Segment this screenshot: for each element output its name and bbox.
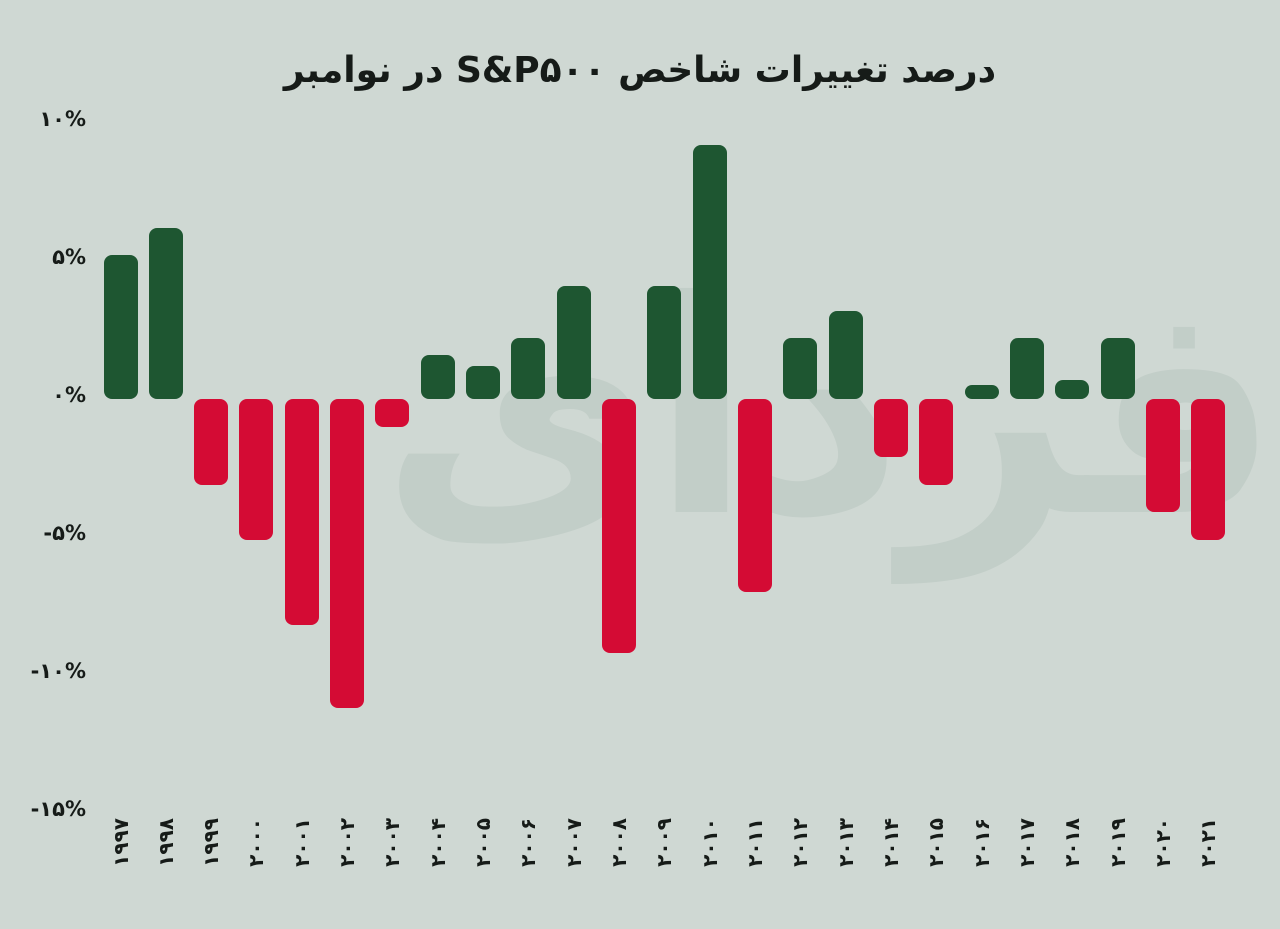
bar-1997 bbox=[103, 255, 138, 399]
x-tick-label-2009: ۲۰۰۹ bbox=[652, 818, 677, 867]
bar-2008 bbox=[602, 399, 637, 653]
x-tick-label-2011: ۲۰۱۱ bbox=[743, 818, 768, 867]
x-tick-label-2001: ۲۰۰۱ bbox=[289, 818, 314, 867]
bar-2006 bbox=[511, 338, 546, 399]
y-tick-label--5: -۵% bbox=[43, 521, 86, 545]
x-tick-label-2003: ۲۰۰۳ bbox=[380, 818, 405, 867]
x-tick-label-1997: ۱۹۹۷ bbox=[108, 818, 133, 867]
bar-2016 bbox=[964, 385, 999, 399]
bar-1999 bbox=[194, 399, 229, 485]
x-tick-label-2021: ۲۰۲۱ bbox=[1196, 818, 1221, 867]
bar-2001 bbox=[284, 399, 319, 626]
x-tick-label-2020: ۲۰۲۰ bbox=[1151, 818, 1176, 867]
y-tick-label--10: -۱۰% bbox=[30, 659, 86, 683]
x-tick-label-2010: ۲۰۱۰ bbox=[697, 818, 722, 867]
x-tick-label-2019: ۲۰۱۹ bbox=[1105, 818, 1130, 867]
bar-2015 bbox=[919, 399, 954, 485]
chart-title: درصد تغییرات شاخص S&P۵۰۰ در نوامبر bbox=[283, 50, 997, 91]
x-tick-label-2014: ۲۰۱۴ bbox=[879, 818, 904, 867]
bar-2020 bbox=[1146, 399, 1181, 513]
bar-2007 bbox=[556, 285, 591, 399]
x-tick-label-2016: ۲۰۱۶ bbox=[969, 818, 994, 867]
x-tick-label-2005: ۲۰۰۵ bbox=[471, 818, 496, 867]
x-tick-label-2012: ۲۰۱۲ bbox=[788, 818, 813, 867]
bar-2004 bbox=[420, 354, 455, 399]
x-tick-label-2013: ۲۰۱۳ bbox=[833, 818, 858, 867]
bar-2012 bbox=[783, 338, 818, 399]
watermark-text: فردای اقتصاد bbox=[270, 238, 1280, 582]
y-tick-label-5: ۵% bbox=[52, 245, 86, 269]
x-tick-label-2004: ۲۰۰۴ bbox=[425, 818, 450, 867]
bar-2013 bbox=[828, 310, 863, 399]
bar-2005 bbox=[466, 365, 501, 399]
bar-2018 bbox=[1055, 379, 1090, 399]
y-tick-label-10: ۱۰% bbox=[39, 107, 86, 131]
bar-2002 bbox=[330, 399, 365, 709]
x-tick-label-1999: ۱۹۹۹ bbox=[199, 818, 224, 867]
bar-2021 bbox=[1191, 399, 1226, 540]
bar-2011 bbox=[738, 399, 773, 593]
y-tick-label-0: ۰% bbox=[52, 383, 86, 407]
bar-2019 bbox=[1100, 338, 1135, 399]
x-tick-label-1998: ۱۹۹۸ bbox=[153, 818, 178, 867]
bar-2010 bbox=[692, 145, 727, 399]
bar-2009 bbox=[647, 285, 682, 399]
bar-2000 bbox=[239, 399, 274, 540]
x-tick-label-2000: ۲۰۰۰ bbox=[244, 818, 269, 867]
x-tick-label-2007: ۲۰۰۷ bbox=[561, 818, 586, 867]
x-tick-label-2015: ۲۰۱۵ bbox=[924, 818, 949, 867]
x-tick-label-2018: ۲۰۱۸ bbox=[1060, 818, 1085, 867]
bar-2014 bbox=[874, 399, 909, 457]
x-tick-label-2002: ۲۰۰۲ bbox=[335, 818, 360, 867]
x-tick-label-2008: ۲۰۰۸ bbox=[607, 818, 632, 867]
bar-2003 bbox=[375, 399, 410, 427]
bar-2017 bbox=[1010, 338, 1045, 399]
x-tick-label-2017: ۲۰۱۷ bbox=[1015, 818, 1040, 867]
y-tick-label--15: -۱۵% bbox=[30, 797, 86, 821]
bar-1998 bbox=[148, 227, 183, 399]
x-tick-label-2006: ۲۰۰۶ bbox=[516, 818, 541, 867]
